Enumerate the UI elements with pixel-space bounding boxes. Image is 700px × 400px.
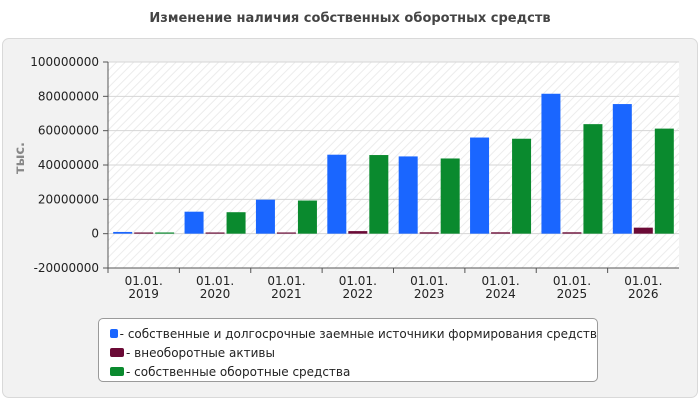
bar <box>541 93 561 234</box>
x-tick-label: 01.01. <box>125 274 163 288</box>
x-tick-label: 2022 <box>343 287 374 301</box>
x-tick-label: 01.01. <box>339 274 377 288</box>
y-tick-label: 40000000 <box>38 158 99 172</box>
chart-title: Изменение наличия собственных оборотных … <box>149 11 551 26</box>
bar <box>654 128 674 234</box>
y-tick-label: 80000000 <box>38 89 99 103</box>
bar <box>612 104 632 234</box>
x-tick-label: 01.01. <box>196 274 234 288</box>
bar <box>327 154 347 234</box>
legend-item: - собственные оборотные средства <box>110 362 597 381</box>
legend-label: - собственные и долгосрочные заемные ист… <box>119 326 597 341</box>
bar <box>491 232 511 234</box>
chart-legend: - собственные и долгосрочные заемные ист… <box>98 318 598 382</box>
x-tick-label: 2021 <box>271 287 302 301</box>
legend-swatch <box>110 367 124 376</box>
x-tick-label: 01.01. <box>410 274 448 288</box>
bar <box>113 231 133 234</box>
legend-item: - внеоборотные активы <box>110 343 597 362</box>
x-tick-label: 2024 <box>485 287 516 301</box>
x-tick-label: 01.01. <box>553 274 591 288</box>
y-tick-label: -20000000 <box>34 261 99 275</box>
x-tick-label: 01.01. <box>481 274 519 288</box>
bar <box>512 138 532 234</box>
bar <box>155 232 175 234</box>
bar <box>134 232 154 234</box>
bar <box>440 158 460 234</box>
y-tick-label: 20000000 <box>38 192 99 206</box>
bar <box>297 200 317 234</box>
x-tick-label: 2019 <box>128 287 159 301</box>
x-tick-label: 01.01. <box>624 274 662 288</box>
bar <box>369 155 389 234</box>
x-tick-label: 2026 <box>628 287 659 301</box>
bar <box>562 232 582 234</box>
bar <box>184 211 204 234</box>
legend-swatch <box>110 329 118 338</box>
x-tick-label: 2025 <box>557 287 588 301</box>
y-tick-label: 0 <box>91 227 99 241</box>
bar <box>276 232 296 234</box>
bar <box>398 156 418 234</box>
y-tick-label: 100000000 <box>30 55 99 69</box>
bar <box>633 227 653 234</box>
legend-label: - внеоборотные активы <box>126 345 275 360</box>
bar <box>470 137 490 234</box>
bar <box>226 212 246 234</box>
bar <box>419 232 439 234</box>
bar <box>348 231 368 234</box>
legend-label: - собственные оборотные средства <box>126 364 351 379</box>
legend-item: - собственные и долгосрочные заемные ист… <box>110 324 597 343</box>
bar <box>583 124 603 234</box>
x-tick-label: 2020 <box>200 287 231 301</box>
x-tick-label: 01.01. <box>267 274 305 288</box>
y-axis-title: тыс. <box>13 142 28 174</box>
bar <box>205 232 225 234</box>
y-tick-label: 60000000 <box>38 124 99 138</box>
legend-swatch <box>110 348 124 357</box>
bar <box>255 199 275 234</box>
x-tick-label: 2023 <box>414 287 445 301</box>
